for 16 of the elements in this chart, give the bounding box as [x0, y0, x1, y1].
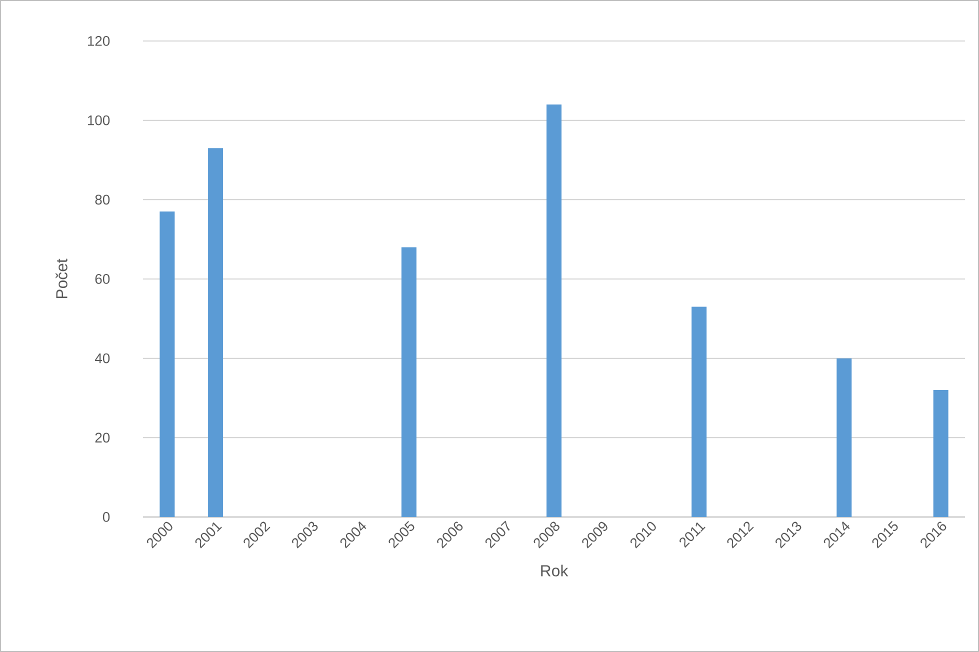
y-tick-label: 60 [95, 274, 110, 284]
bar [933, 390, 948, 517]
y-tick-label: 20 [95, 432, 110, 443]
x-axis-title: Rok [541, 564, 568, 576]
bar [160, 212, 175, 517]
y-tick-label: 0 [102, 512, 110, 522]
bar [401, 247, 416, 517]
bar [208, 148, 224, 517]
bar [692, 306, 707, 517]
bar [546, 104, 562, 517]
y-tick-label: 100 [88, 115, 110, 126]
y-axis-title: Počet [56, 258, 68, 298]
y-tick-label: 40 [94, 353, 110, 364]
bar [836, 358, 852, 517]
y-tick-label: 120 [88, 36, 110, 46]
y-tick-label: 80 [95, 194, 110, 205]
